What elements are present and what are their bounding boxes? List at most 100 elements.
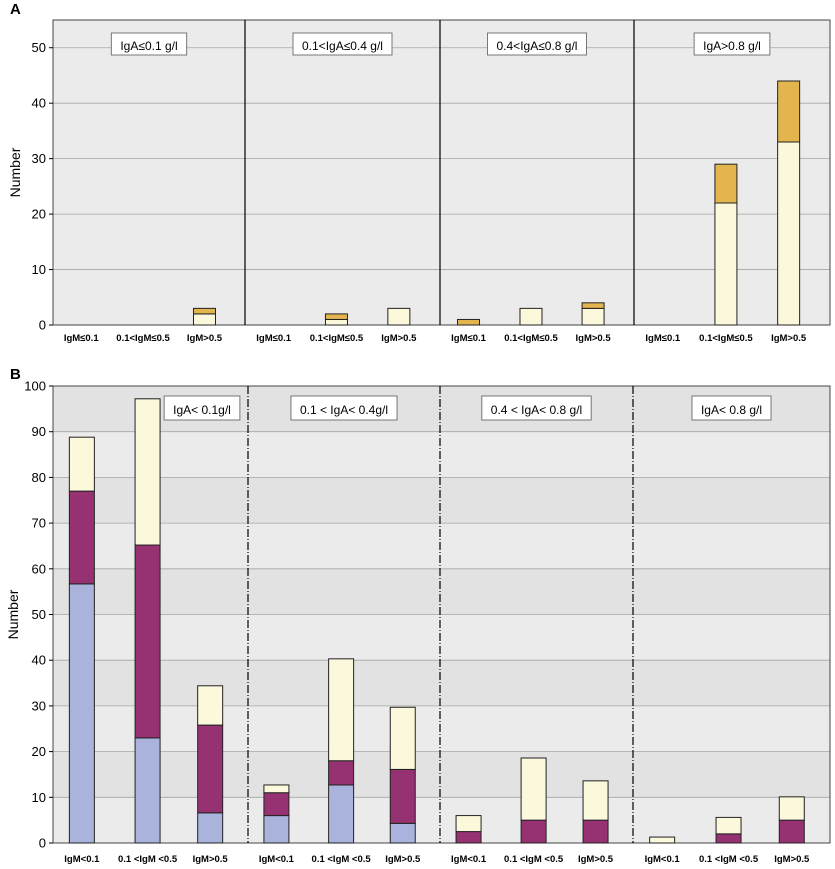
bar-segment [134, 737, 161, 844]
bar-segment [778, 819, 805, 844]
y-tick-label: 10 [32, 262, 46, 277]
bar-segment [389, 706, 416, 770]
bar-segment [328, 658, 355, 762]
bar-segment [520, 757, 547, 821]
x-tick-label: IgM>0.5 [576, 333, 612, 344]
x-tick-label: IgM≤0.1 [256, 333, 291, 344]
y-tick-label: 0 [39, 836, 46, 851]
x-tick-label: IgM≤0.1 [645, 333, 680, 344]
group-label: 0.4<IgA≤0.8 g/l [487, 32, 587, 56]
bar-segment [192, 307, 216, 315]
group-label: IgA< 0.8 g/l [691, 395, 772, 421]
group-label-text: 0.1 < IgA< 0.4g/l [300, 403, 388, 417]
y-tick-label: 50 [32, 607, 46, 622]
grid-band [53, 751, 830, 798]
y-tick-label: 0 [39, 318, 46, 333]
bar-segment [324, 313, 348, 320]
x-tick-label: 0.1<IgM≤0.5 [116, 333, 170, 344]
group-label-text: IgA< 0.1g/l [173, 403, 231, 417]
bar-segment [389, 822, 416, 844]
x-tick-label: IgM>0.5 [771, 333, 807, 344]
group-label-box [693, 32, 771, 56]
bar-segment [715, 833, 742, 844]
panel-letter: A [10, 1, 21, 18]
y-tick-label: 80 [32, 470, 46, 485]
group-label-box [691, 395, 772, 421]
bar-segment [714, 202, 738, 326]
y-tick-label: 100 [24, 379, 46, 394]
grid-band [53, 477, 830, 524]
x-tick-label: IgM<0.1 [259, 854, 295, 865]
bar-segment [649, 836, 676, 844]
x-tick-label: IgM>0.5 [381, 333, 417, 344]
y-tick-label: 60 [32, 561, 46, 576]
group-label-text: 0.4 < IgA< 0.8 g/l [491, 403, 582, 417]
y-tick-label: 20 [32, 207, 46, 222]
group-label-text: IgA≤0.1 g/l [120, 39, 177, 53]
bar-segment [197, 724, 224, 814]
y-tick-label: 40 [32, 653, 46, 668]
bar-segment [457, 318, 481, 326]
group-label-box [292, 32, 393, 56]
panel-b-chart: 0 10 20 30 40 50 60 70 80 90 100 Number B IgM<0.1 0.1 … [5, 366, 831, 865]
group-label-box [110, 32, 188, 56]
x-tick-label: IgM<0.1 [451, 854, 487, 865]
y-axis-label: Number [7, 147, 23, 197]
x-tick-label: IgM>0.5 [193, 854, 229, 865]
group-label: IgA≤0.1 g/l [110, 32, 188, 56]
panel-letter: B [10, 366, 21, 383]
bar-segment [134, 544, 161, 739]
bar-segment [328, 784, 355, 844]
bar-segment [387, 307, 411, 326]
x-tick-label: IgM≤0.1 [64, 333, 99, 344]
bar-segment [581, 302, 605, 309]
bar-segment [714, 163, 738, 204]
group-label-box [163, 395, 241, 421]
bar-segment [520, 819, 547, 844]
x-tick-label: IgM>0.5 [187, 333, 223, 344]
group-label-text: IgA< 0.8 g/l [701, 403, 762, 417]
x-tick-label: 0.1<IgM≤0.5 [310, 333, 364, 344]
y-tick-label: 20 [32, 744, 46, 759]
x-tick-label: 0.1 <IgM <0.5 [699, 854, 759, 865]
bar-segment [389, 768, 416, 824]
group-label: IgA< 0.1g/l [163, 395, 241, 421]
bar-segment [263, 792, 290, 817]
grid-band [53, 660, 830, 706]
y-tick-label: 70 [32, 516, 46, 531]
grid-band [53, 797, 830, 843]
grid-band [53, 705, 830, 752]
y-tick-label: 30 [32, 151, 46, 166]
bar-segment [324, 318, 348, 326]
y-axis-label: Number [5, 589, 21, 639]
group-label-box [487, 32, 587, 56]
bar-segment [777, 141, 801, 326]
bar-segment [581, 307, 605, 326]
bar-segment [68, 436, 95, 492]
x-tick-label: 0.1 <IgM <0.5 [118, 854, 178, 865]
panel-a-chart: 0 10 20 30 40 50 Number A IgM≤0.1 0.1<IgM≤0.5 IgM>… [7, 1, 831, 344]
bar-segment [68, 583, 95, 844]
group-label-box [481, 395, 592, 421]
grid-band [53, 568, 830, 615]
bar-segment [715, 816, 742, 835]
y-tick-label: 50 [32, 40, 46, 55]
y-tick-label: 10 [32, 790, 46, 805]
x-tick-label: 0.1<IgM≤0.5 [504, 333, 558, 344]
group-label: 0.1 < IgA< 0.4g/l [290, 395, 398, 421]
group-label: IgA>0.8 g/l [693, 32, 771, 56]
x-tick-label: IgM<0.1 [64, 854, 100, 865]
bar-segment [263, 784, 290, 794]
bar-segment [455, 815, 482, 833]
x-tick-label: 0.1 <IgM <0.5 [504, 854, 564, 865]
y-tick-label: 40 [32, 96, 46, 111]
bar-segment [197, 812, 224, 844]
bar-segment [777, 80, 801, 143]
grid-band [53, 431, 830, 478]
bar-segment [192, 313, 216, 326]
bar-segment [519, 307, 543, 326]
plot-frame [52, 19, 831, 326]
bar-segment [68, 490, 95, 585]
x-tick-label: IgM≤0.1 [451, 333, 486, 344]
